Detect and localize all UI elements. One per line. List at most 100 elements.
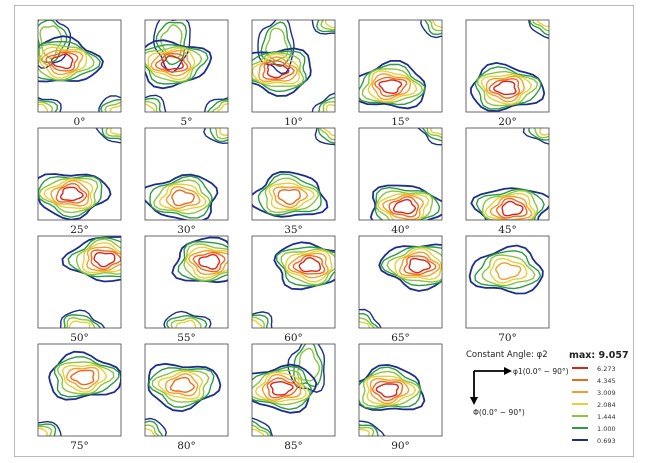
contour-line — [266, 377, 299, 399]
contour-set — [145, 362, 222, 436]
contour-line — [151, 369, 210, 403]
contour-line — [192, 251, 226, 273]
contour-line — [386, 246, 442, 283]
panel-border — [37, 127, 122, 221]
contour-set — [468, 244, 544, 295]
contour-line — [359, 366, 422, 410]
contour-line — [38, 423, 57, 436]
contour-line — [252, 428, 265, 436]
section-panel: 80° — [144, 343, 229, 452]
panel-border — [358, 127, 443, 221]
contour-line — [145, 97, 162, 112]
contour-line — [375, 383, 400, 398]
contour-set — [252, 241, 335, 328]
contour-line — [38, 43, 95, 81]
contour-line — [153, 179, 211, 215]
panel-border — [465, 127, 550, 221]
section-angle-label: 50° — [70, 332, 89, 344]
x-axis-arrowhead — [504, 367, 512, 375]
panel-border — [144, 235, 229, 329]
section-panel: 45° — [465, 127, 550, 236]
section-panel: 35° — [251, 127, 336, 236]
contour-set — [163, 236, 228, 328]
axis-key: Constant Angle: φ2 φ1(0.0° − 90°) Φ(0.0°… — [466, 350, 569, 417]
contour-line — [165, 185, 201, 210]
contour-set — [38, 128, 121, 220]
contour-line — [158, 183, 207, 212]
contour-line — [59, 186, 84, 202]
contour-line — [55, 182, 88, 204]
contour-line — [145, 100, 158, 112]
contour-line — [252, 50, 308, 93]
contour-line — [252, 369, 311, 406]
contour-line — [408, 257, 431, 274]
panel-border — [37, 19, 122, 113]
panel-border — [251, 235, 336, 329]
contour-line — [485, 75, 525, 103]
contour-line — [38, 101, 54, 112]
section-angle-label: 85° — [284, 440, 303, 452]
section-panel: 0° — [37, 19, 122, 128]
contour-line — [262, 60, 295, 80]
panel-border — [251, 343, 336, 437]
contour-line — [145, 173, 219, 220]
legend-value: 3.009 — [597, 389, 616, 397]
contour-line — [41, 49, 84, 76]
panel-border — [144, 127, 229, 221]
contour-line — [359, 320, 371, 328]
contour-line — [154, 52, 189, 73]
contour-line — [56, 361, 115, 395]
contour-line — [359, 420, 386, 436]
contour-line — [359, 363, 426, 411]
panel-border — [465, 235, 550, 329]
contour-line — [145, 424, 160, 436]
contour-line — [149, 175, 213, 219]
contour-line — [254, 371, 307, 403]
panel-border — [144, 19, 229, 113]
contour-set — [359, 20, 442, 110]
contour-set — [252, 128, 335, 218]
section-panel: 25° — [37, 127, 122, 236]
contour-line — [198, 253, 221, 270]
contour-line — [375, 190, 434, 220]
panel-border — [144, 343, 229, 437]
section-angle-label: 65° — [391, 332, 410, 344]
contour-line — [496, 197, 528, 219]
contour-line — [427, 20, 442, 32]
section-panel: 5° — [144, 19, 229, 128]
contour-line — [475, 188, 545, 220]
section-panel: 30° — [144, 127, 229, 236]
contour-line — [100, 99, 121, 112]
x-axis-label: φ1(0.0° − 90°) — [513, 367, 569, 376]
contour-line — [252, 316, 265, 328]
section-angle-label: 75° — [70, 440, 89, 452]
contour-line — [38, 175, 103, 218]
section-angle-label: 30° — [177, 224, 196, 236]
constant-angle-label: Constant Angle: φ2 — [466, 350, 548, 360]
contour-line — [160, 55, 184, 71]
contour-line — [38, 177, 99, 214]
section-panel: 90° — [358, 343, 443, 452]
contour-line — [539, 128, 549, 136]
y-axis-label: Φ(0.0° − 90°) — [473, 408, 525, 417]
contour-line — [359, 60, 427, 110]
contour-line — [261, 373, 302, 401]
contour-line — [371, 380, 404, 402]
contour-line — [185, 246, 228, 279]
contour-line — [359, 317, 376, 328]
contour-line — [501, 200, 524, 217]
contour-line — [252, 417, 274, 436]
contour-line — [257, 20, 295, 75]
contour-line — [369, 377, 410, 405]
contour-line — [359, 426, 375, 436]
contour-line — [377, 193, 430, 220]
section-angle-label: 70° — [498, 332, 517, 344]
contour-line — [494, 262, 522, 281]
legend-value: 1.000 — [597, 425, 616, 433]
panel-border — [358, 235, 443, 329]
contour-line — [147, 47, 196, 81]
contour-line — [392, 198, 417, 215]
contour-line — [359, 312, 380, 328]
contour-line — [380, 246, 442, 287]
